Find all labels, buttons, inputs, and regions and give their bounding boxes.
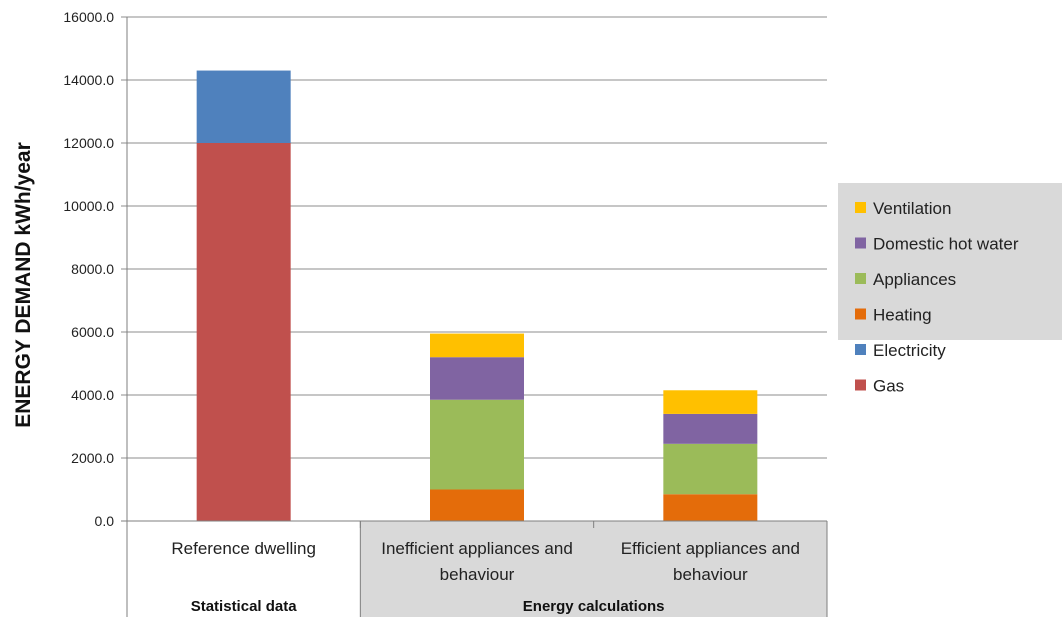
y-tick-label: 2000.0 [71,450,114,466]
bar-segment-gas [196,143,291,521]
legend-label: Domestic hot water [873,235,1019,254]
group-panel-energy-calculations [360,521,827,617]
bar-segment-ventilation [663,390,758,414]
x-axis-labels: Reference dwelling Inefficient appliances… [171,539,800,615]
x-category-label: Efficient appliances and [621,539,800,558]
legend-swatch [855,379,866,391]
x-category-label: Inefficient appliances and [381,539,573,558]
legend-swatch [855,344,866,355]
bar-segment-appliances [663,443,758,495]
legend: Ventilation Domestic hot water Appliances H… [855,199,1019,396]
x-category-label: Reference dwelling [171,539,316,558]
y-axis-title: ENERGY DEMAND kWh/year [12,142,35,428]
y-tick-label: 14000.0 [63,72,114,88]
legend-label: Electricity [873,341,946,360]
legend-swatch [855,237,866,249]
bar-segment-appliances [430,399,524,490]
background-panels [360,183,1062,617]
y-tick-label: 8000.0 [71,261,114,277]
x-category-label: behaviour [440,565,515,584]
x-group-label: Statistical data [191,598,298,615]
legend-label: Appliances [873,270,956,289]
y-tick-label: 6000.0 [71,324,114,340]
x-category-label: behaviour [673,565,748,584]
bar-segment-ventilation [430,333,524,358]
bar-segment-heating [430,489,524,521]
bar-segment-electricity [196,70,291,143]
bars [196,70,758,521]
legend-swatch [855,308,866,320]
y-tick-label: 0.0 [95,513,115,529]
legend-label: Ventilation [873,199,951,218]
y-tick-label: 16000.0 [63,9,114,25]
bar-segment-heating [663,494,758,521]
legend-panel [838,183,1062,340]
y-tick-label: 12000.0 [63,135,114,151]
legend-label: Heating [873,306,932,325]
x-group-label: Energy calculations [523,598,665,615]
y-tick-label: 10000.0 [63,198,114,214]
legend-label: Gas [873,377,904,396]
bar-segment-domestic-hot-water [663,413,758,444]
legend-swatch [855,273,866,284]
bar-segment-domestic-hot-water [430,357,524,400]
y-tick-label: 4000.0 [71,387,114,403]
axes [121,17,828,617]
y-axis-ticks: 0.0 2000.0 4000.0 6000.0 8000.0 10000.0 12000.… [63,9,114,529]
legend-swatch [855,202,866,213]
